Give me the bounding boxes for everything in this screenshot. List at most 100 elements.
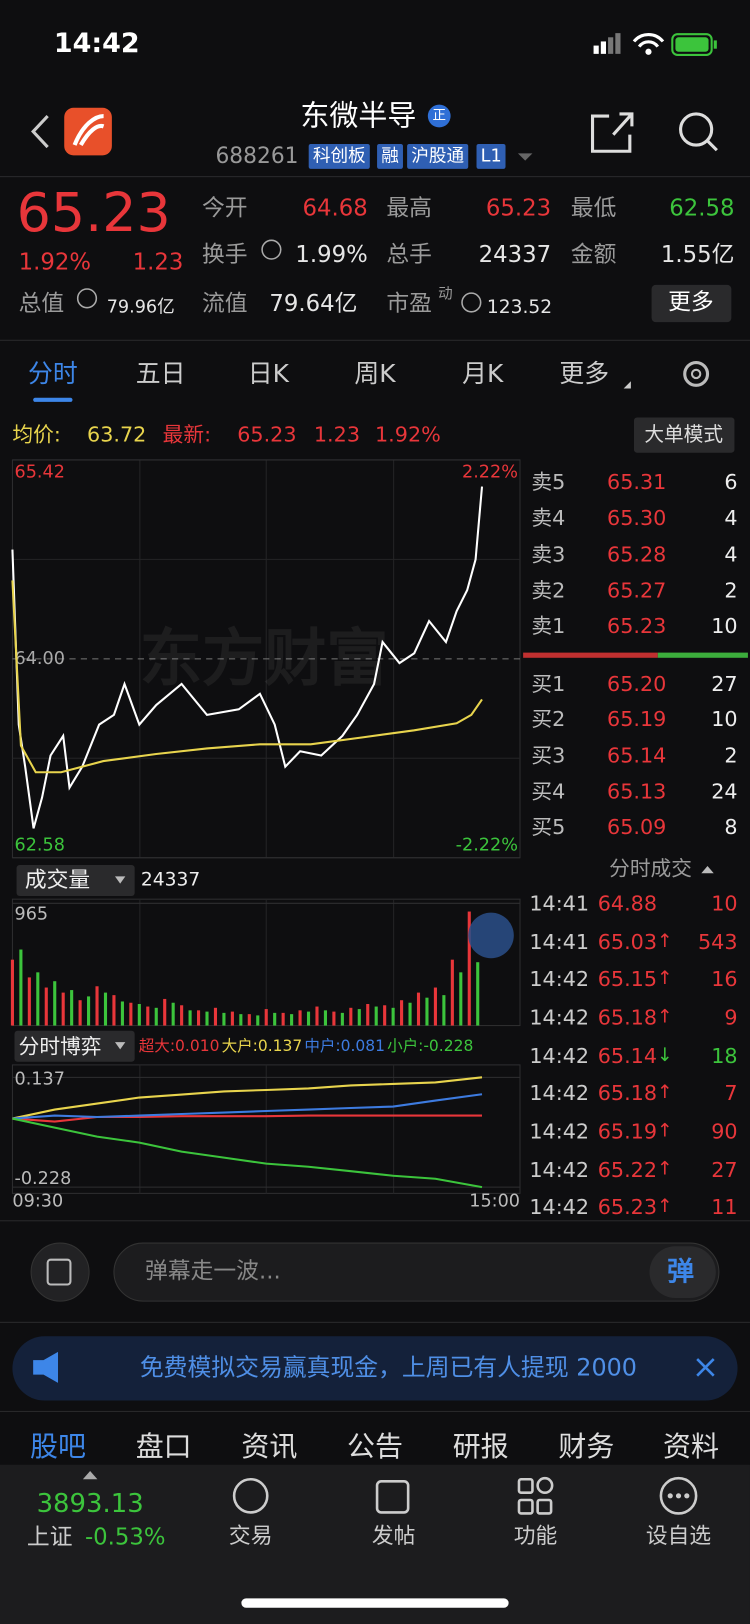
section-tab[interactable]: 公告: [347, 1431, 403, 1464]
trade-dir: ↑: [657, 1119, 673, 1142]
volume-bar: [44, 987, 48, 1026]
search-button[interactable]: [679, 112, 714, 147]
comment-input[interactable]: [113, 1242, 720, 1302]
book-price: 65.09: [607, 814, 667, 840]
volume-bar: [70, 990, 74, 1026]
back-button[interactable]: [31, 114, 49, 149]
y-tick-label: 64.00: [15, 649, 65, 669]
volume-bar: [340, 1012, 344, 1026]
share-button[interactable]: [590, 112, 634, 153]
label: 最低: [570, 195, 617, 222]
more-button[interactable]: [651, 284, 732, 323]
value: 79.64亿: [269, 291, 358, 317]
watchlist-icon[interactable]: [659, 1476, 698, 1515]
volume-bar: [433, 987, 437, 1026]
legend-entry: 超大:0.010: [139, 1037, 220, 1055]
y-tick-label: 65.42: [15, 462, 65, 482]
banner-text[interactable]: 免费模拟交易赢真现金，上周已有人提现 2000: [139, 1354, 637, 1382]
book-price: 65.23: [607, 613, 667, 639]
trade-dir: ↑: [657, 930, 673, 952]
volume-bar: [306, 1011, 311, 1026]
section-tab[interactable]: 盘口: [135, 1431, 192, 1464]
trade-price: 65.19: [597, 1118, 658, 1144]
post-icon[interactable]: [375, 1480, 410, 1514]
mode-label[interactable]: 大单模式: [644, 423, 724, 446]
trade-icon[interactable]: [232, 1477, 269, 1514]
value: 79.96亿: [106, 296, 175, 318]
watermark: 东方财富: [139, 622, 389, 696]
danmaku-button[interactable]: [649, 1246, 716, 1298]
volume-bar: [349, 1007, 353, 1026]
section-tab[interactable]: 研报: [452, 1431, 509, 1464]
volume-bar: [247, 1014, 251, 1026]
volume-bar: [205, 1011, 209, 1026]
volume-bar: [180, 1005, 184, 1026]
section-tab[interactable]: 股吧: [30, 1431, 86, 1464]
volume-bar: [222, 1012, 226, 1026]
section-tab[interactable]: 财务: [558, 1431, 615, 1464]
volume-bar: [416, 992, 421, 1026]
book-qty: 10: [711, 706, 738, 732]
function-icon[interactable]: [517, 1476, 554, 1515]
series-line: [12, 1093, 483, 1120]
section-tab[interactable]: 资讯: [241, 1431, 298, 1464]
volume-bar: [400, 1000, 404, 1026]
volume-bar: [332, 1011, 336, 1026]
settings-button[interactable]: [683, 361, 710, 387]
volume-bar: [357, 1009, 361, 1026]
volume-bar: [256, 1015, 260, 1026]
volume-bar: [425, 997, 429, 1026]
trade-price: 65.18: [597, 1004, 658, 1030]
flow-title: 分时博弈: [18, 1033, 102, 1059]
y2-tick-label: 2.22%: [462, 462, 518, 482]
tab[interactable]: 周K: [354, 359, 396, 389]
book-qty: 27: [711, 671, 738, 697]
pct: 1.92%: [18, 249, 92, 276]
x-tick-label: 15:00: [469, 1192, 520, 1212]
more-label[interactable]: 更多: [668, 290, 714, 316]
label: 总手: [386, 242, 432, 269]
tab[interactable]: 更多: [559, 359, 610, 389]
tabbar-item[interactable]: 功能: [513, 1523, 558, 1549]
volume-bar: [459, 972, 463, 1026]
book-qty: 10: [711, 613, 738, 639]
tabbar-item[interactable]: 设自选: [645, 1523, 712, 1549]
last-value: 65.23: [237, 421, 297, 447]
tab[interactable]: 五日: [135, 359, 186, 389]
tabbar-item[interactable]: 发帖: [371, 1523, 416, 1549]
book-label: 买4: [531, 778, 566, 804]
series-line: [12, 1117, 483, 1189]
tabbar-item[interactable]: 交易: [228, 1523, 273, 1549]
volume-bar: [298, 1010, 302, 1026]
trade-qty: 90: [711, 1118, 738, 1144]
section-tab[interactable]: 资料: [662, 1431, 719, 1464]
volume-bar: [196, 1010, 201, 1026]
comment-tool[interactable]: [30, 1242, 90, 1302]
index-name[interactable]: 上证: [26, 1524, 73, 1551]
index-pct[interactable]: -0.53%: [84, 1524, 166, 1551]
volume-bar: [10, 959, 14, 1026]
tab[interactable]: 日K: [247, 359, 289, 389]
banner[interactable]: [12, 1336, 738, 1401]
mode-button[interactable]: [633, 417, 735, 453]
volume-bar: [129, 1002, 133, 1026]
volume-bar: [154, 1007, 158, 1026]
comment-placeholder[interactable]: 弹幕走一波...: [145, 1258, 281, 1285]
volume-bar: [112, 995, 116, 1026]
index-value[interactable]: 3893.13: [36, 1488, 144, 1519]
volume-bar: [163, 998, 167, 1026]
tab[interactable]: 月K: [462, 359, 504, 389]
volume-bar: [239, 1014, 243, 1026]
volume-bar: [36, 972, 40, 1026]
y-tick-label: 0.137: [15, 1069, 65, 1089]
book-label: 卖3: [531, 541, 566, 567]
trade-dir: ↑: [657, 1158, 673, 1180]
y-tick-label: -0.228: [15, 1169, 72, 1189]
tab[interactable]: 分时: [27, 359, 78, 389]
volume-bar: [87, 996, 91, 1026]
label-sup: 动: [438, 285, 453, 303]
danmaku-label[interactable]: 弹: [667, 1256, 695, 1288]
y2-tick-label: -2.22%: [456, 835, 518, 855]
